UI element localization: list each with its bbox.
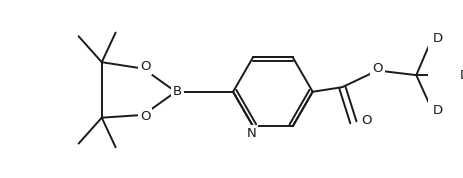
Text: O: O bbox=[372, 62, 382, 75]
Text: O: O bbox=[140, 60, 150, 73]
Text: B: B bbox=[173, 85, 182, 98]
Text: N: N bbox=[246, 127, 256, 140]
Text: D: D bbox=[460, 69, 463, 82]
Text: O: O bbox=[140, 110, 150, 123]
Text: D: D bbox=[432, 32, 443, 45]
Text: D: D bbox=[432, 104, 443, 117]
Text: O: O bbox=[361, 114, 372, 127]
